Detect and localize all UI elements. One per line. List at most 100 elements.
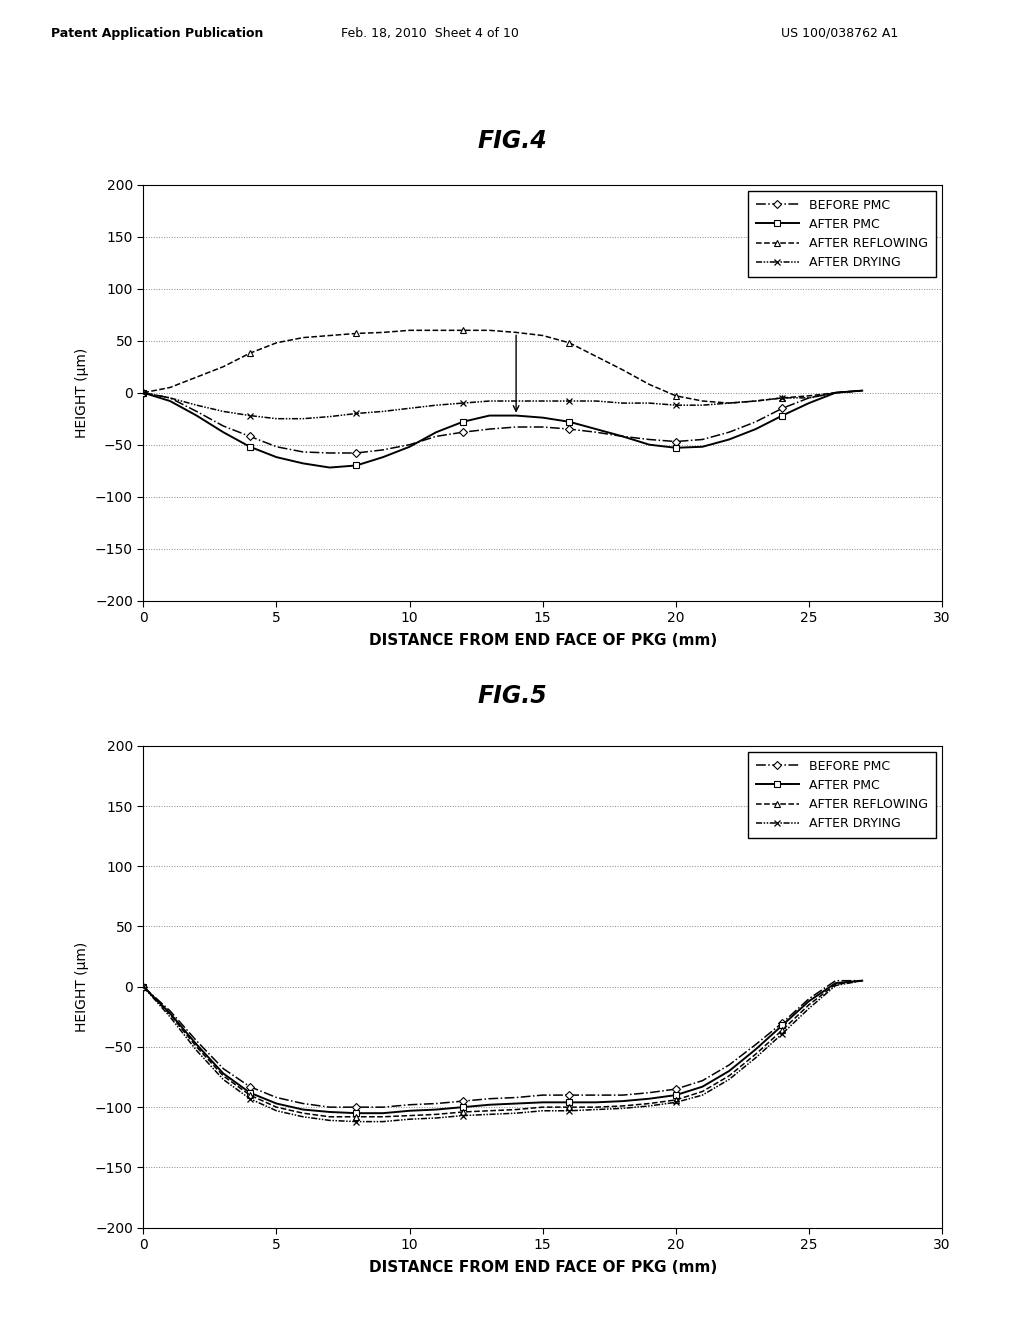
BEFORE PMC xyxy=(164,1003,176,1019)
AFTER PMC xyxy=(590,1094,602,1110)
AFTER PMC xyxy=(829,385,842,401)
AFTER DRYING xyxy=(403,400,416,416)
Text: Feb. 18, 2010  Sheet 4 of 10: Feb. 18, 2010 Sheet 4 of 10 xyxy=(341,26,519,40)
AFTER DRYING xyxy=(457,395,469,411)
BEFORE PMC xyxy=(244,429,256,445)
AFTER PMC xyxy=(537,1094,549,1110)
AFTER DRYING xyxy=(723,1072,735,1088)
AFTER REFLOWING xyxy=(856,383,868,399)
AFTER PMC xyxy=(457,414,469,430)
AFTER REFLOWING xyxy=(483,322,496,338)
AFTER DRYING xyxy=(164,1008,176,1024)
BEFORE PMC xyxy=(483,1090,496,1106)
AFTER PMC xyxy=(244,1085,256,1101)
BEFORE PMC xyxy=(803,389,815,405)
BEFORE PMC xyxy=(270,438,283,454)
AFTER REFLOWING xyxy=(723,1068,735,1084)
BEFORE PMC xyxy=(856,383,868,399)
BEFORE PMC xyxy=(350,445,362,461)
BEFORE PMC xyxy=(829,973,842,989)
BEFORE PMC xyxy=(643,432,655,447)
AFTER REFLOWING xyxy=(297,330,309,346)
AFTER REFLOWING xyxy=(696,1084,709,1100)
BEFORE PMC xyxy=(856,973,868,989)
AFTER PMC xyxy=(430,1102,442,1118)
AFTER DRYING xyxy=(217,404,229,420)
Line: BEFORE PMC: BEFORE PMC xyxy=(140,388,865,455)
AFTER PMC xyxy=(217,1065,229,1081)
AFTER PMC xyxy=(324,459,336,475)
BEFORE PMC xyxy=(483,421,496,437)
AFTER REFLOWING xyxy=(324,327,336,343)
AFTER REFLOWING xyxy=(403,1107,416,1123)
AFTER DRYING xyxy=(803,1001,815,1016)
Y-axis label: HEIGHT (μm): HEIGHT (μm) xyxy=(76,941,89,1032)
BEFORE PMC xyxy=(430,429,442,445)
AFTER DRYING xyxy=(563,393,575,409)
AFTER PMC xyxy=(776,408,788,424)
BEFORE PMC xyxy=(164,389,176,405)
BEFORE PMC xyxy=(297,444,309,459)
BEFORE PMC xyxy=(324,1100,336,1115)
BEFORE PMC xyxy=(137,385,150,401)
AFTER DRYING xyxy=(244,408,256,424)
AFTER REFLOWING xyxy=(829,385,842,401)
BEFORE PMC xyxy=(616,1088,629,1104)
Text: Patent Application Publication: Patent Application Publication xyxy=(51,26,263,40)
AFTER REFLOWING xyxy=(377,1109,389,1125)
AFTER REFLOWING xyxy=(616,362,629,378)
AFTER REFLOWING xyxy=(670,388,682,404)
BEFORE PMC xyxy=(616,429,629,445)
AFTER PMC xyxy=(776,1018,788,1034)
AFTER REFLOWING xyxy=(643,376,655,392)
AFTER DRYING xyxy=(483,1106,496,1122)
AFTER PMC xyxy=(270,449,283,465)
AFTER REFLOWING xyxy=(244,1088,256,1104)
AFTER DRYING xyxy=(430,397,442,413)
AFTER REFLOWING xyxy=(324,1109,336,1125)
AFTER PMC xyxy=(856,383,868,399)
BEFORE PMC xyxy=(190,404,203,420)
AFTER PMC xyxy=(537,409,549,425)
AFTER DRYING xyxy=(590,393,602,409)
BEFORE PMC xyxy=(324,445,336,461)
AFTER REFLOWING xyxy=(164,380,176,396)
AFTER REFLOWING xyxy=(244,346,256,362)
BEFORE PMC xyxy=(563,421,575,437)
AFTER DRYING xyxy=(750,393,762,409)
AFTER REFLOWING xyxy=(510,1102,522,1118)
AFTER REFLOWING xyxy=(270,1100,283,1115)
AFTER REFLOWING xyxy=(643,1096,655,1111)
AFTER PMC xyxy=(190,408,203,424)
AFTER DRYING xyxy=(510,393,522,409)
AFTER PMC xyxy=(217,424,229,440)
AFTER PMC xyxy=(164,1006,176,1022)
BEFORE PMC xyxy=(803,991,815,1007)
BEFORE PMC xyxy=(723,424,735,440)
AFTER DRYING xyxy=(696,1088,709,1104)
BEFORE PMC xyxy=(430,1096,442,1111)
BEFORE PMC xyxy=(350,1100,362,1115)
AFTER REFLOWING xyxy=(350,326,362,342)
AFTER PMC xyxy=(616,429,629,445)
AFTER DRYING xyxy=(510,1105,522,1121)
AFTER PMC xyxy=(350,458,362,474)
AFTER REFLOWING xyxy=(750,393,762,409)
AFTER REFLOWING xyxy=(190,1039,203,1055)
AFTER PMC xyxy=(510,1096,522,1111)
AFTER REFLOWING xyxy=(616,1098,629,1114)
AFTER REFLOWING xyxy=(403,322,416,338)
AFTER DRYING xyxy=(590,1102,602,1118)
Line: AFTER DRYING: AFTER DRYING xyxy=(140,387,865,422)
AFTER REFLOWING xyxy=(723,395,735,411)
AFTER REFLOWING xyxy=(137,385,150,401)
AFTER PMC xyxy=(803,395,815,411)
AFTER PMC xyxy=(829,975,842,991)
AFTER PMC xyxy=(164,393,176,409)
AFTER PMC xyxy=(403,438,416,454)
AFTER REFLOWING xyxy=(670,1092,682,1107)
BEFORE PMC xyxy=(377,442,389,458)
AFTER DRYING xyxy=(190,1043,203,1059)
AFTER DRYING xyxy=(403,1111,416,1127)
AFTER DRYING xyxy=(670,1094,682,1110)
